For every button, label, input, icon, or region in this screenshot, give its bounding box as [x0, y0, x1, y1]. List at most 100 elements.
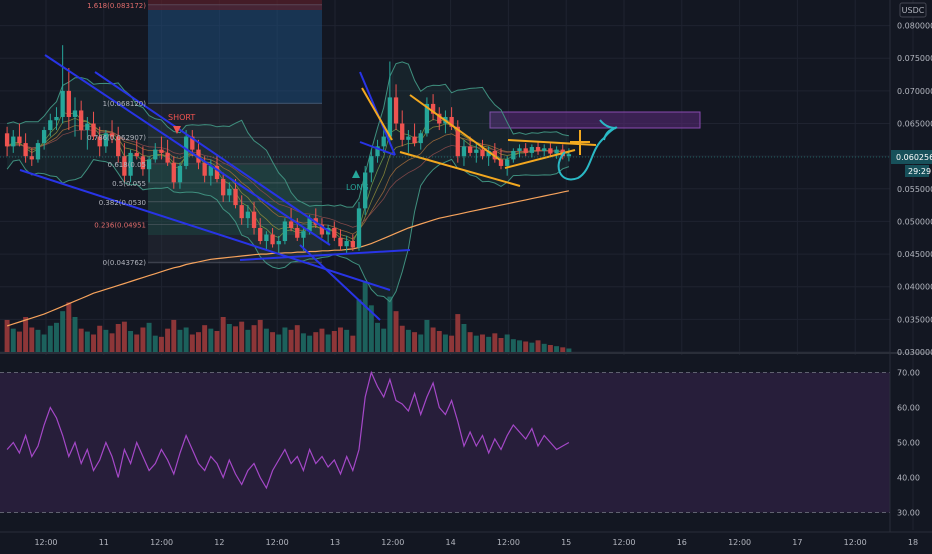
- candle: [535, 141, 541, 155]
- rsi-tick-label: 50.00: [897, 439, 920, 448]
- rsi-pane: [0, 355, 890, 530]
- candle: [356, 201, 362, 251]
- bollinger-upper: [6, 61, 569, 208]
- candle: [430, 94, 436, 121]
- candle: [41, 126, 47, 150]
- volume-bar: [381, 328, 387, 352]
- trendline-support[interactable]: [239, 249, 411, 261]
- orange-wedge-top[interactable]: [409, 94, 501, 161]
- volume-bar: [486, 336, 492, 352]
- candle-body: [474, 149, 479, 153]
- candle: [140, 146, 146, 176]
- candle: [245, 205, 251, 228]
- candle-body: [480, 149, 485, 157]
- volume-bar: [368, 305, 374, 352]
- rsi-tick-label: 30.00: [897, 509, 920, 518]
- candle: [344, 235, 349, 255]
- candle-body: [511, 150, 516, 160]
- candle: [4, 126, 10, 157]
- volume-bar: [158, 336, 164, 352]
- candle: [165, 139, 170, 166]
- candle-body: [282, 221, 288, 242]
- candle-body: [529, 147, 535, 153]
- volume-bar: [473, 335, 479, 352]
- candle: [29, 148, 34, 166]
- candle-body: [54, 116, 59, 121]
- orange-flag-pole[interactable]: [361, 87, 393, 141]
- fib-short-target-zone: [148, 4, 322, 104]
- trendline-lower-channel[interactable]: [19, 169, 391, 291]
- time-tick-label: 12:00: [34, 538, 57, 547]
- trendline-pullback-bottom[interactable]: [359, 141, 396, 156]
- orange-wedge-bottom[interactable]: [399, 151, 521, 187]
- volume-bar: [66, 302, 72, 352]
- volume-bar: [171, 319, 177, 352]
- candle: [153, 143, 158, 163]
- volume-bar: [91, 334, 96, 352]
- candle-body: [381, 136, 386, 147]
- candle-body: [542, 148, 547, 151]
- candle-body: [35, 143, 41, 160]
- volume-bar: [208, 328, 214, 352]
- volume-bar: [510, 339, 516, 352]
- candle: [566, 148, 572, 162]
- candle-body: [122, 156, 127, 176]
- volume-bar: [54, 322, 59, 352]
- volume-bar: [41, 334, 47, 352]
- trendline-projection[interactable]: [299, 244, 381, 321]
- candle: [97, 126, 102, 157]
- candle-body: [4, 133, 10, 147]
- ema-ribbon-line: [6, 111, 569, 244]
- orange-pennant-top[interactable]: [507, 139, 597, 146]
- countdown-value: 29:29: [908, 167, 931, 176]
- volume-bar: [226, 324, 232, 352]
- volume-bar: [338, 327, 343, 352]
- candle-body: [412, 136, 417, 144]
- volume-bar: [121, 321, 127, 352]
- time-tick-label: 12:00: [150, 538, 173, 547]
- fib-level-label: 0.382(0.0530: [99, 199, 146, 207]
- time-tick-label: 12:00: [266, 538, 289, 547]
- volume-bar: [239, 321, 245, 352]
- trendline-upper-channel[interactable]: [44, 54, 331, 246]
- candle-body: [221, 179, 226, 196]
- candle: [48, 113, 53, 137]
- volume-bar: [282, 327, 288, 352]
- candle: [387, 61, 393, 144]
- candle-body: [307, 218, 312, 232]
- supply-zone[interactable]: [489, 111, 701, 129]
- price-tick-label: 0.035000: [897, 315, 932, 324]
- trendline-wedge-top[interactable]: [94, 71, 331, 233]
- volume-bar: [504, 334, 510, 352]
- candle-body: [424, 103, 430, 134]
- time-tick-label: 12:00: [844, 538, 867, 547]
- candle: [455, 120, 460, 163]
- candle: [393, 84, 399, 131]
- candle: [375, 139, 380, 163]
- candle: [177, 162, 183, 189]
- volume-bar: [300, 333, 306, 352]
- candle: [418, 130, 423, 150]
- volume-bar: [399, 325, 405, 352]
- candle-body: [134, 152, 139, 157]
- candle: [363, 165, 368, 215]
- candle: [523, 143, 528, 157]
- candle-body: [214, 165, 220, 179]
- currency-badge[interactable]: USDC: [899, 2, 927, 18]
- volume-bar: [492, 333, 498, 352]
- volume-bar: [313, 332, 319, 352]
- trendlines[interactable]: [19, 54, 618, 321]
- candle-body: [535, 147, 541, 151]
- candle-body: [11, 136, 16, 147]
- short-arrow-icon: [173, 126, 181, 134]
- volume-bar: [344, 329, 350, 352]
- candle: [474, 143, 479, 163]
- volume-bars: [4, 282, 572, 352]
- volume-bar: [529, 342, 535, 352]
- volume-bar: [270, 332, 276, 352]
- ema-ribbon-line: [7, 129, 569, 228]
- price-tag-value: 0.060256: [896, 153, 932, 162]
- candle-body: [171, 162, 176, 183]
